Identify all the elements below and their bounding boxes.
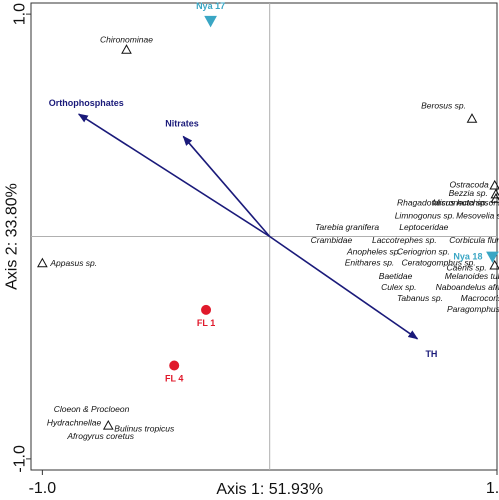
species-point [490,188,499,199]
species-label: Melanoides tuberculata [445,271,499,281]
species-label: Crambidae [311,235,353,245]
site-label: Nya 18 [453,252,482,262]
x-tick-label: 1.0 [486,480,499,497]
y-tick-label: 1.0 [12,3,29,25]
species-label: Macrocoris sp. [461,293,499,303]
x-axis-title: Axis 1: 51.93% [216,481,323,498]
species-label: Anopheles sp. [346,246,401,256]
species-point [102,419,114,430]
species-label: Caenis sp. [447,262,487,272]
site-point-fl [169,360,180,371]
species-label: Laccotrephes sp. [372,235,437,245]
y-tick-label: -1.0 [12,445,29,473]
env-vector [182,135,271,238]
species-point [121,44,132,54]
species-label: Tabanus sp. [397,293,443,303]
env-vector [77,113,271,238]
env-vector-label: TH [425,349,437,359]
species-label: Bezzia sp. [449,188,488,198]
species-label: Afrogyrus coretus [66,431,134,441]
species-label: Berosus sp. [421,101,466,111]
env-vector-label: Orthophosphates [49,98,124,108]
x-tick-label: -1.0 [29,480,57,497]
species-label: Rhagadotarsus hutchinsonii [397,197,499,207]
species-label: Corbicula fluminalis [449,235,499,245]
site-label: Nya 17 [196,1,225,11]
species-label: Micronecta sp. [433,198,488,208]
species-label: Baetidae [379,271,413,281]
species-label: Paragomphus sp. [447,304,499,314]
species-label: Culex sp. [381,282,416,292]
species-label: Ceratogomphus sp. [402,257,476,267]
species-label: Naboandelus africanus [436,282,499,292]
env-vector [269,235,419,340]
species-point [489,179,499,190]
species-label: Mesovelia sp. [456,211,499,221]
env-vector-label: Nitrates [165,118,199,128]
species-point [489,259,499,270]
species-label: Cloeon & Procloeon [54,404,130,414]
species-label: Enithares sp. [345,257,395,267]
species-label: Chironominae [100,35,153,45]
species-label: Ceriogrion sp. [397,246,450,256]
species-label: Limnogonus sp. [395,211,455,221]
species-label: Leptoceridae [399,222,448,232]
species-label: Tarebia granifera [315,222,379,232]
site-point-fl [201,304,212,315]
species-point [490,193,499,203]
species-label: Ostracoda [450,179,489,189]
site-point-nya [204,15,217,28]
site-label: FL 4 [165,373,183,383]
species-label: Bulinus tropicus [114,424,175,434]
species-label: Appasus sp. [49,258,97,268]
species-point [466,113,478,123]
species-label: Hydrachnellae [47,418,102,428]
site-point-nya [486,251,499,264]
species-point [37,257,48,268]
site-label: FL 1 [197,318,215,328]
y-axis-title: Axis 2: 33.80% [4,183,21,290]
